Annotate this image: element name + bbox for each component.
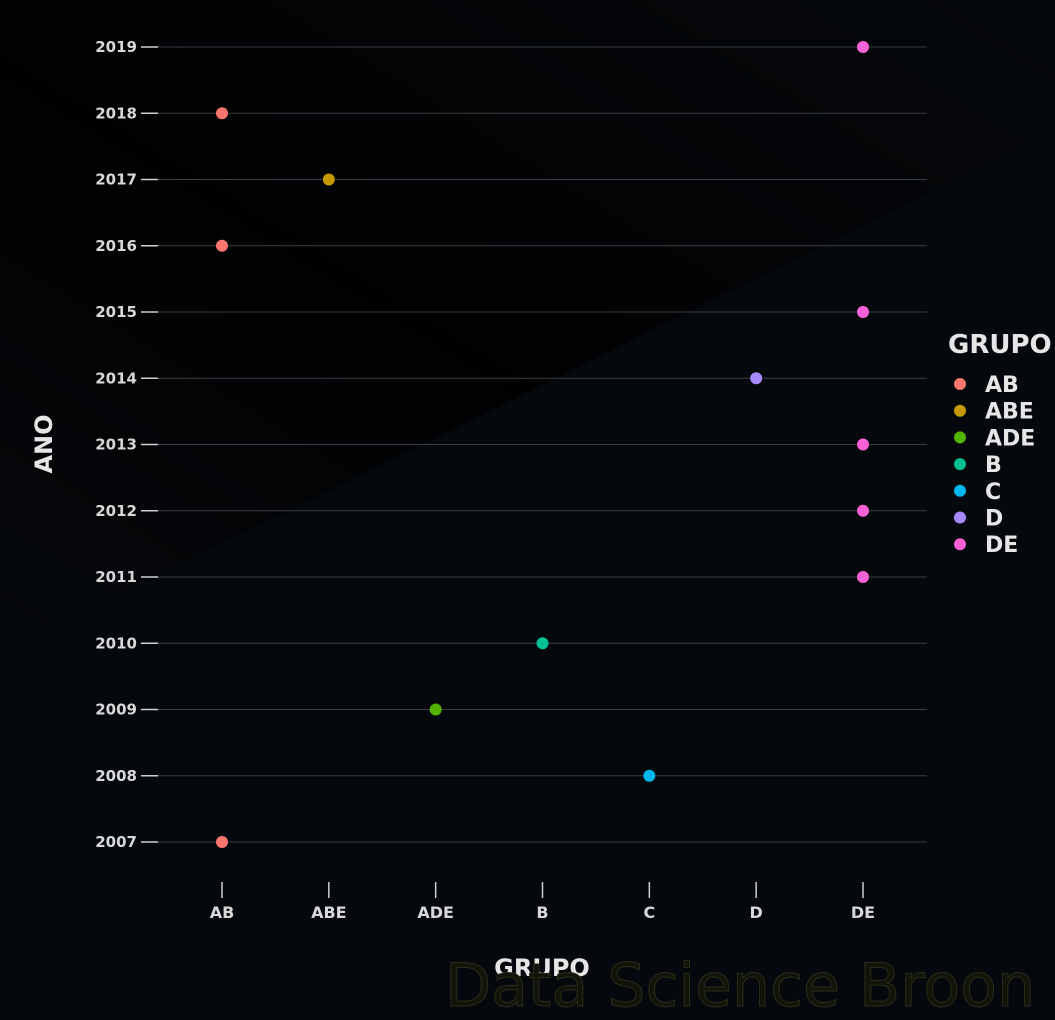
y-tick-label: 2012: [95, 502, 137, 520]
y-tick-label: 2017: [95, 171, 137, 189]
x-tick-label: AB: [210, 903, 235, 922]
background-shading: [0, 0, 1055, 655]
legend-key: [954, 378, 966, 390]
y-tick-label: 2013: [95, 436, 137, 454]
legend-label: C: [985, 480, 1001, 505]
data-point: [857, 41, 869, 53]
data-point: [216, 107, 228, 120]
y-tick-label: 2018: [95, 104, 137, 122]
y-tick-label: 2015: [95, 303, 137, 321]
x-axis: AB ABE ADE B C D DE: [210, 882, 875, 922]
legend-key: [954, 538, 966, 551]
data-point: [857, 438, 869, 451]
x-tick-label: B: [536, 903, 548, 922]
data-point: [857, 504, 869, 517]
x-axis-title: GRUPO: [494, 954, 590, 982]
y-tick-label: 2014: [95, 369, 137, 387]
data-point: [857, 306, 869, 318]
data-point: [322, 173, 335, 186]
legend-title: GRUPO: [948, 330, 1052, 360]
data-point: [857, 571, 869, 583]
x-tick-label: ADE: [417, 903, 454, 922]
legend-key: [954, 431, 966, 444]
legend-label: ADE: [985, 426, 1035, 451]
x-tick-label: ABE: [311, 903, 347, 922]
x-tick-label: DE: [851, 903, 875, 922]
y-tick-label: 2019: [95, 38, 137, 56]
legend-label: D: [985, 507, 1003, 532]
data-points: [216, 41, 869, 848]
legend-label: ABE: [985, 400, 1034, 425]
y-axis: 2007 2008 2009 2010 2011 2012 2013 2014 2015 2016…: [95, 38, 158, 851]
y-axis-title: ANO: [30, 414, 58, 473]
y-tick-label: 2016: [95, 237, 137, 255]
y-tick-label: 2011: [95, 568, 137, 586]
legend-label: B: [985, 453, 1002, 478]
y-tick-label: 2007: [95, 833, 137, 851]
x-tick-label: C: [643, 903, 655, 922]
data-point: [536, 637, 549, 650]
legend-key: [954, 404, 966, 417]
y-tick-label: 2008: [95, 767, 137, 785]
gridlines: [158, 46, 927, 843]
data-point: [216, 836, 228, 848]
y-tick-label: 2010: [95, 634, 137, 652]
y-tick-label: 2009: [95, 701, 137, 719]
legend-label: DE: [985, 533, 1018, 558]
legend-key: [954, 511, 966, 524]
legend-label: AB: [985, 373, 1019, 398]
data-point: [429, 703, 442, 716]
legend-key: [954, 484, 966, 497]
legend-key: [954, 458, 966, 471]
data-point: [216, 239, 228, 252]
x-tick-label: D: [750, 903, 763, 922]
watermark-text: Data Science Broon: [445, 951, 1035, 1016]
data-point: [750, 372, 763, 385]
data-point: [643, 769, 656, 782]
